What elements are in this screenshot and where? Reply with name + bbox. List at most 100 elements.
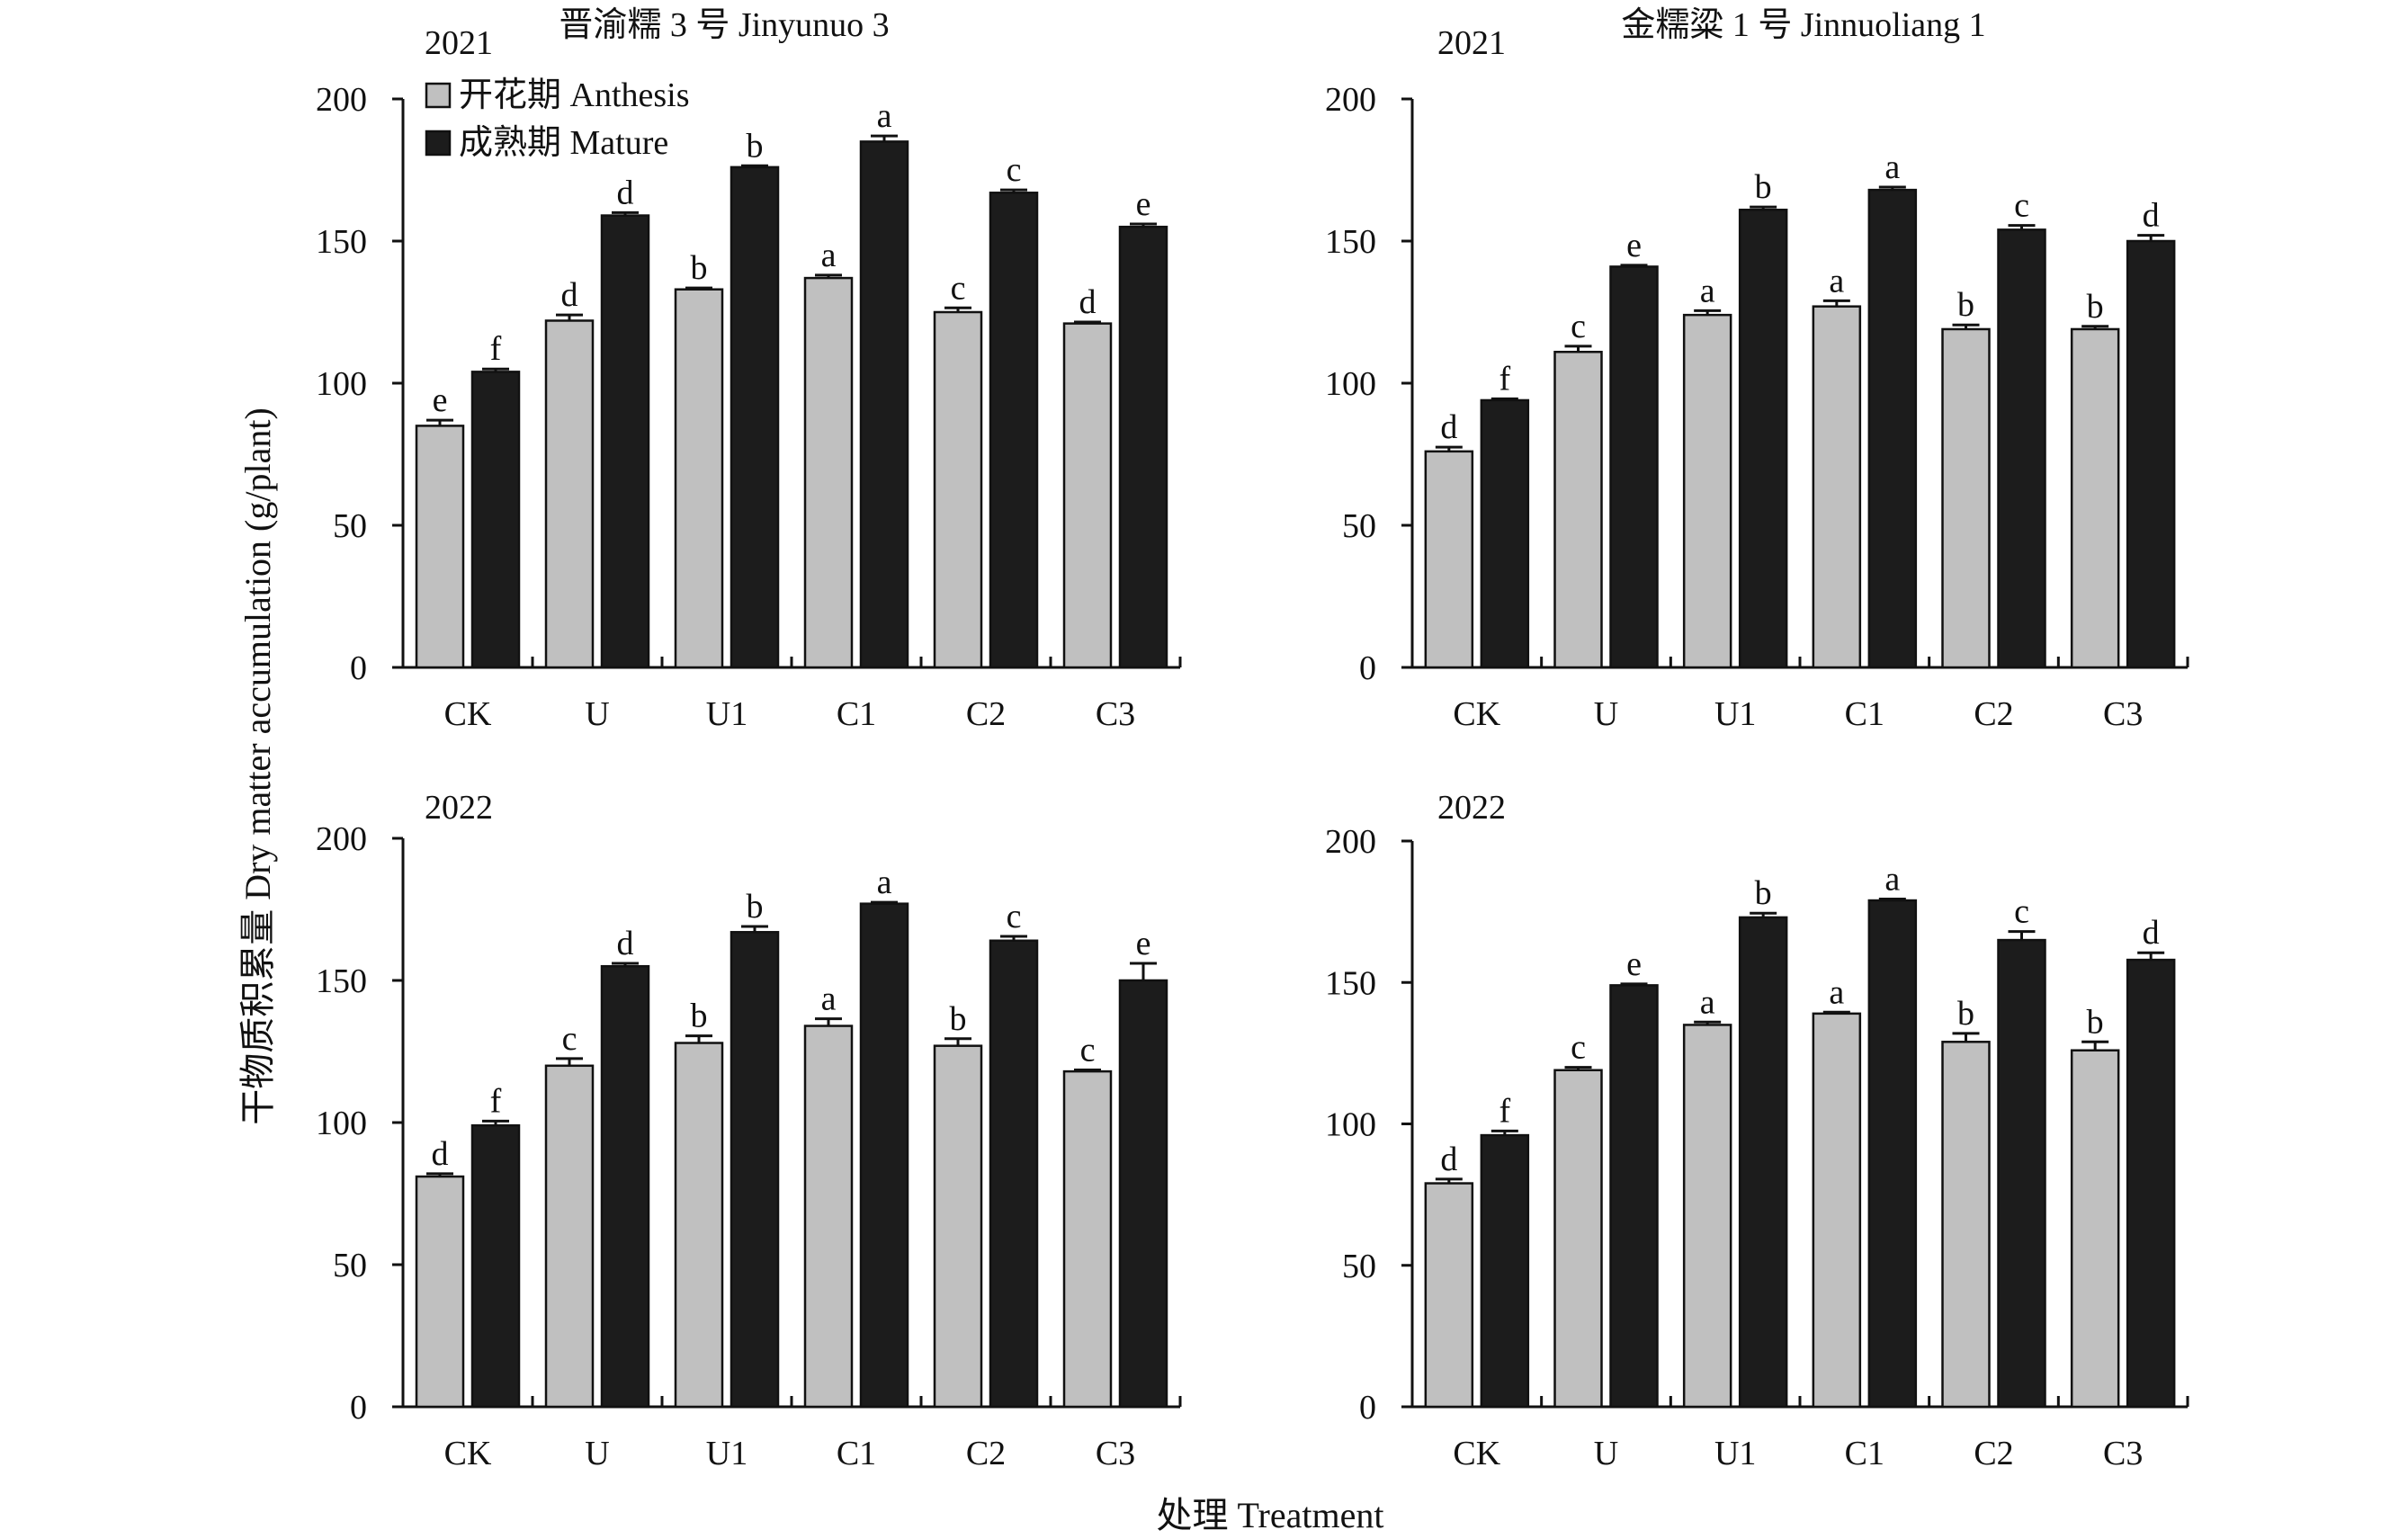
significance-letter-anthesis: a: [1829, 973, 1844, 1011]
bar-mature: [600, 214, 650, 669]
y-tick-label: 0: [350, 649, 367, 687]
x-tick-label: U: [1594, 695, 1618, 733]
bar-mature: [1118, 225, 1168, 669]
significance-letter-anthesis: a: [1700, 983, 1715, 1021]
bar-anthesis: [1941, 327, 1991, 669]
bar-anthesis: [1062, 322, 1113, 669]
significance-letter-mature: e: [1136, 925, 1151, 962]
bar-mature: [859, 902, 909, 1409]
bar-anthesis: [1424, 1182, 1474, 1409]
year-label-jinnuoliang1-2022: 2022: [1437, 789, 1506, 827]
x-tick-label: C2: [966, 1435, 1006, 1472]
chart-panel-jinyunuo3-2021: 0 50 100 150 200 CK e f Ud d U1 b b C1 a a C2 c c C3 d e: [316, 81, 1182, 733]
bar-mature: [859, 140, 909, 669]
y-tick-label: 0: [1359, 1389, 1376, 1427]
y-tick-label: 50: [333, 1247, 367, 1284]
x-tick-label: CK: [444, 1435, 492, 1472]
significance-letter-mature: e: [1136, 185, 1151, 223]
bar-mature: [1867, 899, 1918, 1409]
x-tick-label: CK: [1453, 695, 1500, 733]
bar-anthesis: [1941, 1041, 1991, 1409]
significance-letter-anthesis: b: [950, 1000, 967, 1038]
y-tick-label: 100: [316, 365, 367, 403]
significance-letter-mature: a: [1884, 148, 1900, 186]
significance-letter-anthesis: c: [1571, 308, 1586, 345]
y-tick-label: 200: [316, 820, 367, 858]
legend-label-anthesis: 开花期 Anthesis: [459, 76, 690, 114]
x-tick-label: C1: [1845, 695, 1884, 733]
bar-anthesis: [544, 1064, 595, 1409]
x-tick-label: CK: [1453, 1435, 1500, 1472]
significance-letter-anthesis: a: [821, 237, 837, 274]
significance-letter-anthesis: b: [691, 249, 708, 287]
significance-letter-mature: d: [617, 925, 634, 962]
x-tick-label: C3: [1096, 695, 1135, 733]
significance-letter-mature: c: [2014, 187, 2029, 225]
bar-mature: [1997, 228, 2046, 669]
bar-anthesis: [415, 1175, 465, 1409]
significance-letter-anthesis: a: [1829, 262, 1844, 300]
x-tick-label: U1: [1714, 695, 1756, 733]
x-tick-label: U: [1594, 1435, 1618, 1472]
chart-panel-jinnuoliang1-2022: 0 50 100 150 200 CK d f Uc e U1 a b C1 a a C2 b c C3 b d: [1325, 823, 2189, 1472]
x-tick-label: C2: [1974, 1435, 2013, 1472]
bar-mature: [2126, 958, 2176, 1409]
bar-anthesis: [803, 276, 854, 669]
significance-letter-mature: b: [747, 127, 764, 165]
bar-mature: [989, 192, 1039, 669]
y-tick-label: 50: [1342, 507, 1376, 545]
x-tick-label: U: [585, 695, 609, 733]
significance-letter-anthesis: d: [1440, 1141, 1457, 1178]
bar-anthesis: [2070, 1049, 2120, 1409]
x-tick-label: U1: [706, 695, 747, 733]
bar-anthesis: [1553, 1069, 1603, 1409]
x-tick-label: C3: [1096, 1435, 1135, 1472]
significance-letter-anthesis: c: [1080, 1032, 1096, 1069]
year-label-jinyunuo3-2021: 2021: [425, 24, 493, 62]
bar-anthesis: [933, 1044, 983, 1409]
bar-mature: [730, 166, 780, 669]
significance-letter-anthesis: d: [1079, 283, 1097, 321]
y-tick-label: 50: [1342, 1248, 1376, 1285]
bar-anthesis: [544, 319, 595, 669]
bar-anthesis: [1553, 350, 1603, 669]
significance-letter-anthesis: c: [562, 1020, 577, 1058]
year-label-jinnuoliang1-2021: 2021: [1437, 24, 1506, 62]
significance-letter-anthesis: b: [1957, 286, 1974, 324]
significance-letter-anthesis: b: [1957, 995, 1974, 1033]
x-tick-label: C3: [2103, 1435, 2143, 1472]
bar-mature: [730, 931, 780, 1409]
y-tick-label: 150: [316, 962, 367, 1000]
bar-anthesis: [415, 425, 465, 669]
legend: 开花期 Anthesis 成熟期 Mature: [425, 76, 690, 162]
significance-letter-mature: b: [1755, 168, 1772, 206]
significance-letter-mature: c: [2014, 893, 2029, 931]
y-tick-label: 50: [333, 507, 367, 545]
significance-letter-anthesis: b: [2087, 288, 2104, 326]
x-tick-label: U1: [706, 1435, 747, 1472]
legend-label-mature: 成熟期 Mature: [459, 124, 668, 162]
significance-letter-anthesis: e: [433, 381, 448, 419]
significance-letter-anthesis: a: [821, 980, 837, 1018]
panel-title-jinnuoliang1: 金糯粱 1 号 Jinnuoliang 1: [1621, 6, 1985, 44]
significance-letter-mature: a: [877, 863, 892, 901]
significance-letter-anthesis: c: [951, 269, 966, 307]
significance-letter-anthesis: b: [2087, 1003, 2104, 1041]
x-tick-label: C3: [2103, 695, 2143, 733]
significance-letter-mature: f: [1499, 360, 1511, 398]
legend-swatch-anthesis: [425, 82, 452, 109]
significance-letter-anthesis: d: [561, 276, 578, 314]
y-tick-label: 100: [1325, 1106, 1376, 1144]
significance-letter-anthesis: b: [691, 998, 708, 1035]
bar-anthesis: [1682, 313, 1732, 669]
significance-letter-mature: d: [2143, 197, 2160, 235]
y-tick-label: 150: [1325, 223, 1376, 261]
x-tick-label: C2: [1974, 695, 2013, 733]
bar-mature: [989, 939, 1039, 1409]
bar-anthesis: [674, 1042, 724, 1409]
y-tick-label: 200: [316, 81, 367, 119]
x-tick-label: CK: [444, 695, 492, 733]
y-tick-label: 200: [1325, 823, 1376, 861]
bar-anthesis: [933, 310, 983, 669]
significance-letter-mature: b: [1755, 874, 1772, 912]
